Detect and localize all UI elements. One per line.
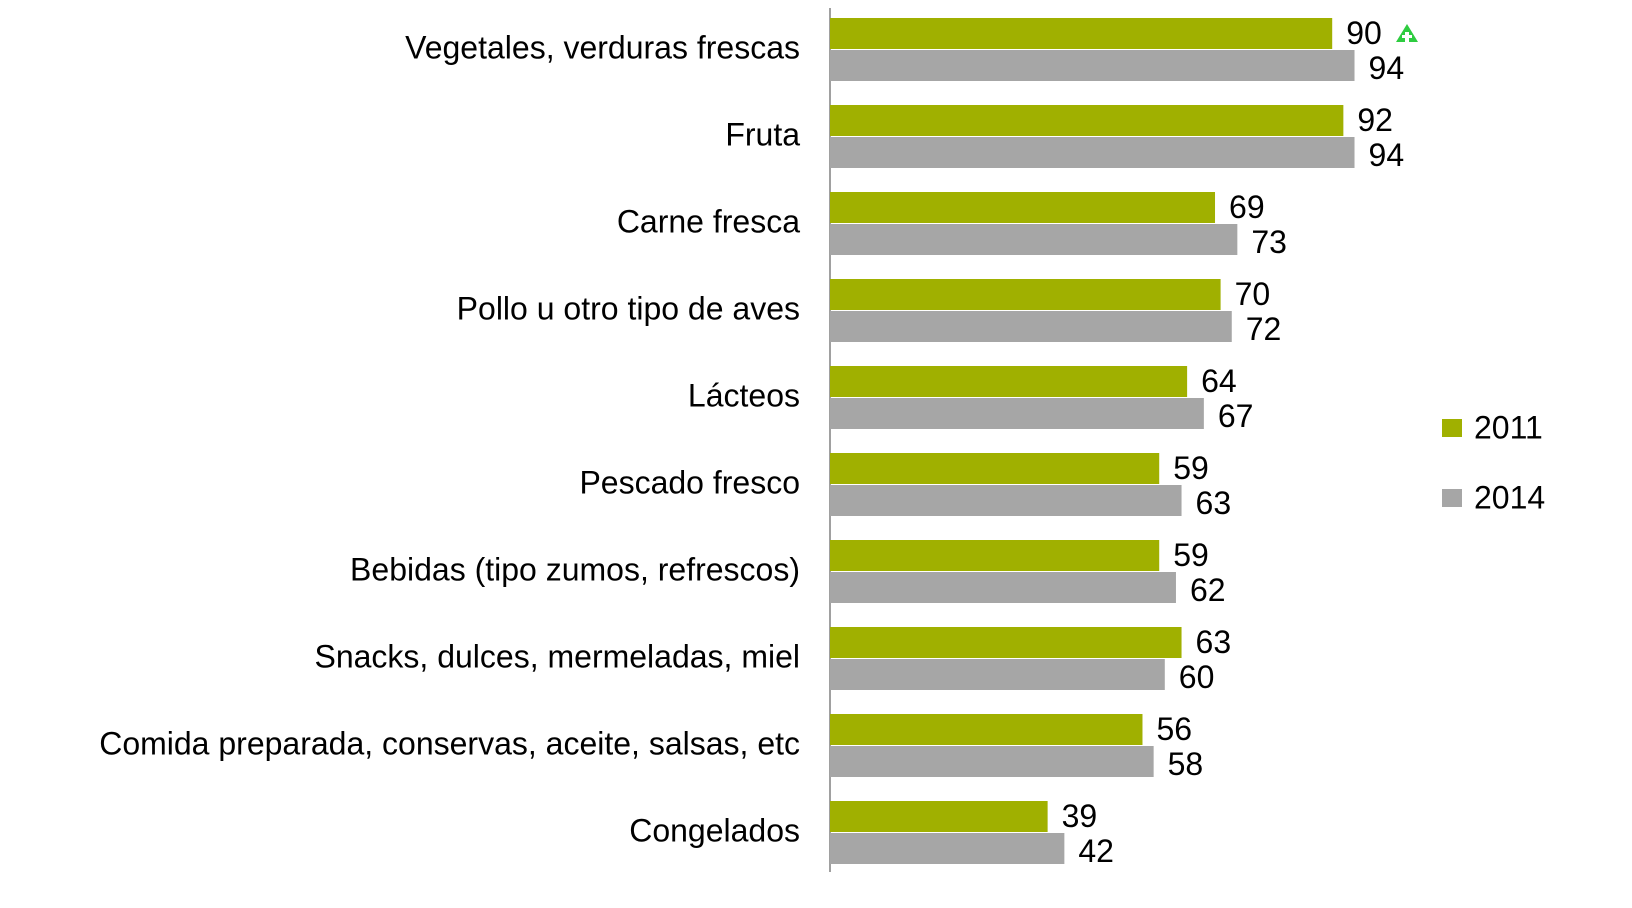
value-label: 73: [1251, 224, 1287, 260]
value-label: 63: [1196, 624, 1232, 660]
value-label: 92: [1357, 102, 1393, 138]
bar: [830, 311, 1232, 342]
value-label: 59: [1173, 537, 1209, 573]
value-label: 94: [1369, 137, 1405, 173]
bar: [830, 540, 1160, 571]
value-label: 70: [1235, 276, 1271, 312]
value-label: 67: [1218, 398, 1254, 434]
value-label: 62: [1190, 572, 1226, 608]
value-label: 94: [1369, 50, 1405, 86]
bar: [830, 279, 1221, 310]
category-label: Comida preparada, conservas, aceite, sal…: [99, 725, 800, 761]
category-label: Pollo u otro tipo de aves: [457, 290, 800, 326]
legend-swatch: [1442, 489, 1462, 507]
bar: [830, 714, 1143, 745]
bar: [830, 366, 1188, 397]
value-label: 60: [1179, 659, 1215, 695]
legend-label: 2014: [1474, 479, 1545, 515]
category-label: Fruta: [725, 116, 800, 152]
bar: [830, 746, 1154, 777]
value-label: 59: [1173, 450, 1209, 486]
bar: [830, 137, 1355, 168]
value-label: 63: [1196, 485, 1232, 521]
value-label: 39: [1062, 798, 1098, 834]
category-label: Snacks, dulces, mermeladas, miel: [314, 638, 800, 674]
bar: [830, 224, 1238, 255]
value-label: 90: [1346, 15, 1382, 51]
value-label: 42: [1078, 833, 1114, 869]
bar: [830, 572, 1176, 603]
bar: [830, 627, 1182, 658]
value-label: 58: [1168, 746, 1204, 782]
bar: [830, 18, 1333, 49]
bar: [830, 801, 1048, 832]
category-label: Lácteos: [688, 377, 800, 413]
bar: [830, 398, 1204, 429]
increase-icon: [1396, 24, 1418, 42]
category-label: Pescado fresco: [579, 464, 800, 500]
category-label: Congelados: [629, 812, 800, 848]
value-label: 56: [1156, 711, 1192, 747]
bar: [830, 833, 1065, 864]
bar: [830, 485, 1182, 516]
category-label: Carne fresca: [617, 203, 800, 239]
value-label: 69: [1229, 189, 1265, 225]
category-label: Vegetales, verduras frescas: [405, 29, 800, 65]
category-label: Bebidas (tipo zumos, refrescos): [350, 551, 800, 587]
value-label: 72: [1246, 311, 1282, 347]
bar: [830, 659, 1165, 690]
value-label: 64: [1201, 363, 1237, 399]
bar: [830, 105, 1344, 136]
legend-swatch: [1442, 419, 1462, 437]
bar: [830, 192, 1216, 223]
legend-label: 2011: [1474, 409, 1543, 445]
bar: [830, 50, 1355, 81]
bar: [830, 453, 1160, 484]
